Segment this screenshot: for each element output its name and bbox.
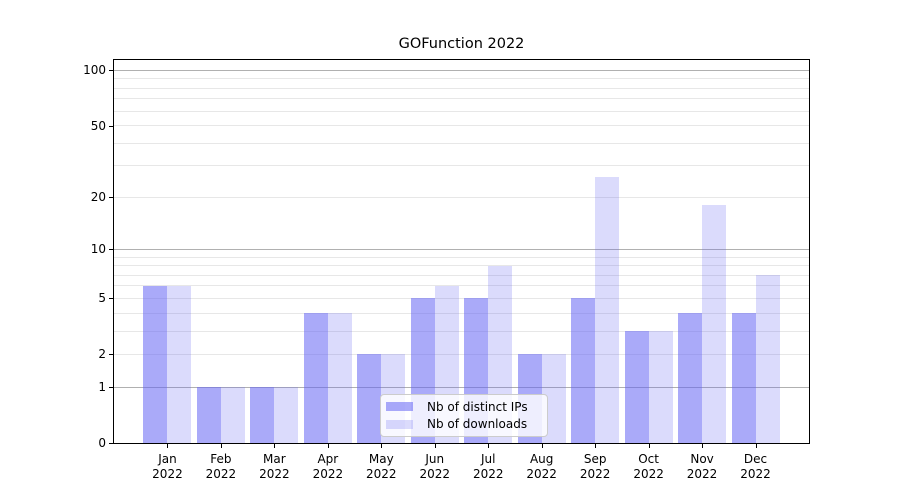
bar-distinct-ips-may [357, 354, 382, 443]
bar-distinct-ips-feb [196, 387, 221, 443]
bar-downloads-nov [702, 205, 727, 443]
x-tick-label-may: May 2022 [366, 452, 397, 481]
y-tick-label-0: 0 [98, 436, 106, 450]
bar-distinct-ips-nov [678, 313, 703, 443]
x-tick-mark-sep [595, 444, 597, 448]
y-tick-mark-2 [109, 354, 113, 356]
x-tick-label-dec: Dec 2022 [740, 452, 771, 481]
x-tick-label-jun: Jun 2022 [419, 452, 451, 481]
gridline-y-100 [114, 69, 809, 71]
x-tick-label-mar: Mar 2022 [259, 452, 290, 481]
bar-downloads-jan [167, 285, 192, 443]
y-tick-label-1: 1 [98, 380, 106, 395]
plot-area: Nb of distinct IPs Nb of downloads [113, 59, 810, 444]
gridline-y-8 [114, 265, 809, 267]
chart-title: GOFunction 2022 [398, 36, 525, 52]
gridline-y-20 [114, 196, 809, 198]
x-tick-label-aug: Aug 2022 [526, 452, 557, 481]
y-tick-label-20: 20 [90, 190, 106, 205]
legend-swatch-downloads [386, 419, 413, 429]
gridline-y-9 [114, 256, 809, 258]
bar-distinct-ips-jan [143, 285, 168, 443]
gridline-y-1 [114, 386, 809, 388]
bar-downloads-oct [648, 331, 673, 443]
x-tick-mark-jul [488, 444, 490, 448]
bar-distinct-ips-mar [250, 387, 275, 443]
x-tick-label-apr: Apr 2022 [312, 452, 344, 481]
bar-distinct-ips-oct [624, 331, 649, 443]
x-tick-label-nov: Nov 2022 [686, 452, 718, 481]
bar-distinct-ips-apr [303, 313, 328, 443]
gridline-y-50 [114, 125, 809, 127]
x-tick-mark-jun [434, 444, 436, 448]
x-tick-label-oct: Oct 2022 [633, 452, 664, 481]
y-tick-mark-5 [109, 298, 113, 300]
x-tick-mark-mar [274, 444, 276, 448]
y-tick-mark-0 [109, 443, 113, 444]
x-tick-label-jan: Jan 2022 [152, 452, 183, 481]
bar-downloads-apr [327, 313, 352, 443]
gridline-y-30 [114, 165, 809, 167]
bar-downloads-feb [220, 387, 245, 443]
gridline-y-2 [114, 353, 809, 355]
gridline-y-5 [114, 297, 809, 299]
y-tick-mark-100 [109, 70, 113, 72]
y-tick-label-100: 100 [83, 63, 106, 78]
bar-distinct-ips-dec [731, 313, 756, 443]
y-tick-mark-10 [109, 249, 113, 251]
gridline-y-10 [114, 248, 809, 250]
legend: Nb of distinct IPs Nb of downloads [380, 394, 548, 437]
x-tick-mark-feb [220, 444, 222, 448]
x-tick-label-sep: Sep 2022 [579, 452, 611, 481]
bar-downloads-sep [595, 176, 620, 443]
legend-row-downloads: Nb of downloads [386, 416, 541, 434]
gridline-y-3 [114, 330, 809, 332]
legend-label-distinct-ips: Nb of distinct IPs [427, 399, 528, 414]
y-tick-mark-20 [109, 197, 113, 199]
legend-label-downloads: Nb of downloads [427, 417, 528, 432]
gridline-y-80 [114, 87, 809, 89]
y-tick-label-2: 2 [98, 347, 106, 362]
x-tick-mark-dec [755, 444, 757, 448]
gridline-y-90 [114, 78, 809, 80]
bar-downloads-mar [274, 387, 299, 443]
y-tick-mark-50 [109, 125, 113, 127]
x-tick-mark-apr [327, 444, 329, 448]
gridline-y-6 [114, 285, 809, 287]
y-tick-label-50: 50 [90, 118, 106, 133]
bar-distinct-ips-sep [571, 298, 596, 443]
x-tick-mark-nov [702, 444, 704, 448]
x-tick-label-feb: Feb 2022 [205, 452, 237, 481]
x-tick-mark-aug [541, 444, 543, 448]
bar-downloads-dec [755, 275, 780, 443]
gridline-y-60 [114, 110, 809, 112]
gridline-y-7 [114, 274, 809, 276]
y-tick-label-10: 10 [90, 242, 106, 257]
y-tick-mark-1 [109, 387, 113, 389]
x-tick-mark-oct [648, 444, 650, 448]
y-tick-label-5: 5 [98, 291, 106, 306]
gridline-y-70 [114, 98, 809, 100]
x-tick-mark-may [381, 444, 383, 448]
gridline-y-40 [114, 142, 809, 144]
gridline-y-4 [114, 312, 809, 314]
x-tick-mark-jan [167, 444, 169, 448]
legend-row-distinct-ips: Nb of distinct IPs [386, 398, 541, 416]
legend-swatch-distinct-ips [386, 402, 413, 412]
x-tick-label-jul: Jul 2022 [472, 452, 504, 481]
